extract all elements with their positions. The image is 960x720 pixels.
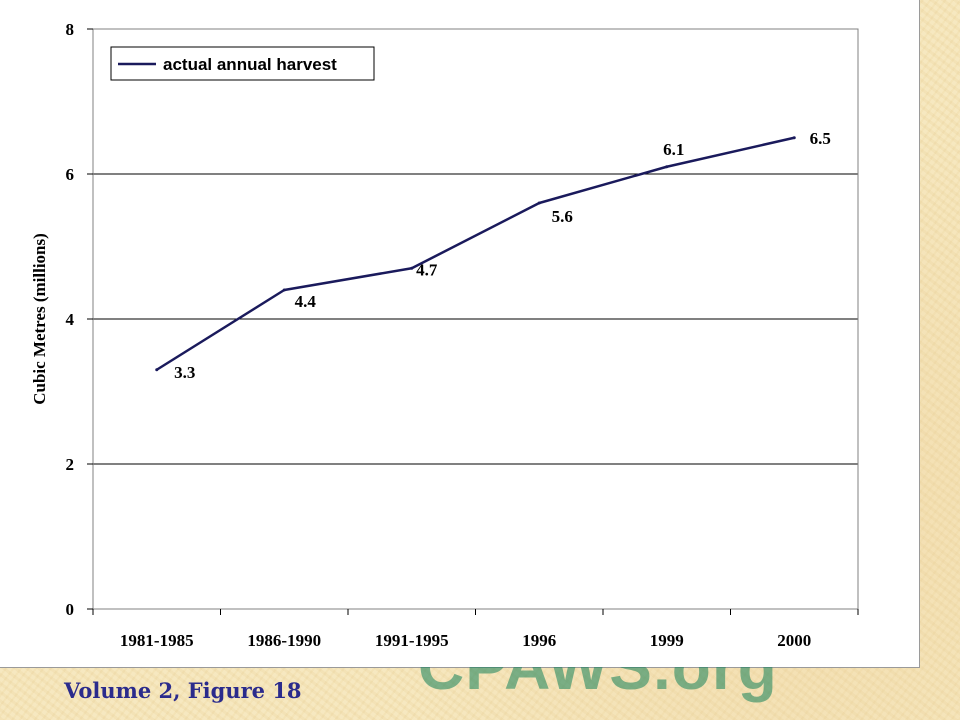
data-label: 5.6: [552, 207, 573, 226]
y-tick-label: 0: [66, 600, 75, 619]
data-point: [155, 368, 159, 372]
gridlines: [93, 173, 858, 465]
data-label: 6.1: [663, 140, 684, 159]
series-line: [156, 136, 795, 371]
data-point: [282, 288, 286, 292]
data-label: 6.5: [810, 129, 831, 148]
x-tick-label: 1996: [522, 631, 556, 650]
figure-caption: Volume 2, Figure 18: [64, 678, 302, 703]
x-axis: 1981-1985 1986-1990 1991-1995 1996 1999 2000: [92, 609, 859, 650]
y-axis-title: Cubic Metres (millions): [30, 233, 49, 405]
line-chart: 0 2 4 6 8 1981-1985 1986-1990 1991-1995 1996 199…: [30, 20, 859, 650]
chart-panel: 0 2 4 6 8 1981-1985 1986-1990 1991-1995 1996 199…: [0, 0, 920, 668]
data-label: 3.3: [174, 363, 195, 382]
x-tick-label: 2000: [777, 631, 811, 650]
legend-label: actual annual harvest: [163, 55, 337, 74]
y-tick-label: 4: [66, 310, 75, 329]
data-labels: 3.3 4.4 4.7 5.6 6.1 6.5: [174, 129, 831, 382]
y-axis: 0 2 4 6 8: [66, 20, 93, 619]
data-point: [410, 266, 414, 270]
watermark-logo: CPAWS.org: [418, 631, 778, 703]
x-tick-label: 1981-1985: [120, 631, 194, 650]
data-label: 4.7: [416, 260, 438, 279]
legend: actual annual harvest: [110, 46, 375, 81]
data-point: [537, 201, 541, 205]
data-point: [665, 165, 669, 169]
data-label: 4.4: [295, 292, 317, 311]
x-tick-label: 1991-1995: [375, 631, 449, 650]
y-tick-label: 6: [66, 165, 75, 184]
x-tick-label: 1986-1990: [247, 631, 321, 650]
x-tick-label: 1999: [650, 631, 684, 650]
y-tick-label: 8: [66, 20, 75, 39]
y-tick-label: 2: [66, 455, 75, 474]
series-group: [155, 136, 796, 372]
data-point: [792, 136, 796, 140]
